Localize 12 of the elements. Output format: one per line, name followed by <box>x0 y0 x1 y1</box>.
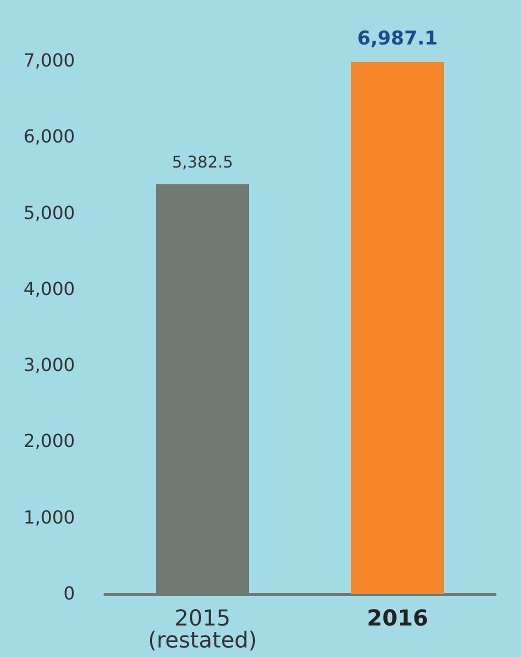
data-label: 5,382.5 <box>172 152 234 172</box>
y-tick-label: 1,000 <box>23 507 75 528</box>
y-tick-label: 3,000 <box>23 355 75 376</box>
y-tick-label: 4,000 <box>23 278 75 300</box>
data-label: 6,987.1 <box>357 27 438 50</box>
y-tick-label: 0 <box>64 584 75 604</box>
y-tick-label: 6,000 <box>23 126 75 148</box>
y-tick-label: 7,000 <box>23 50 75 72</box>
y-tick-label: 2,000 <box>23 431 75 452</box>
x-tick-label: 2015 (restated) <box>148 606 257 654</box>
x-tick-label: 2016 <box>366 606 428 632</box>
y-tick-label: 5,000 <box>23 202 75 224</box>
